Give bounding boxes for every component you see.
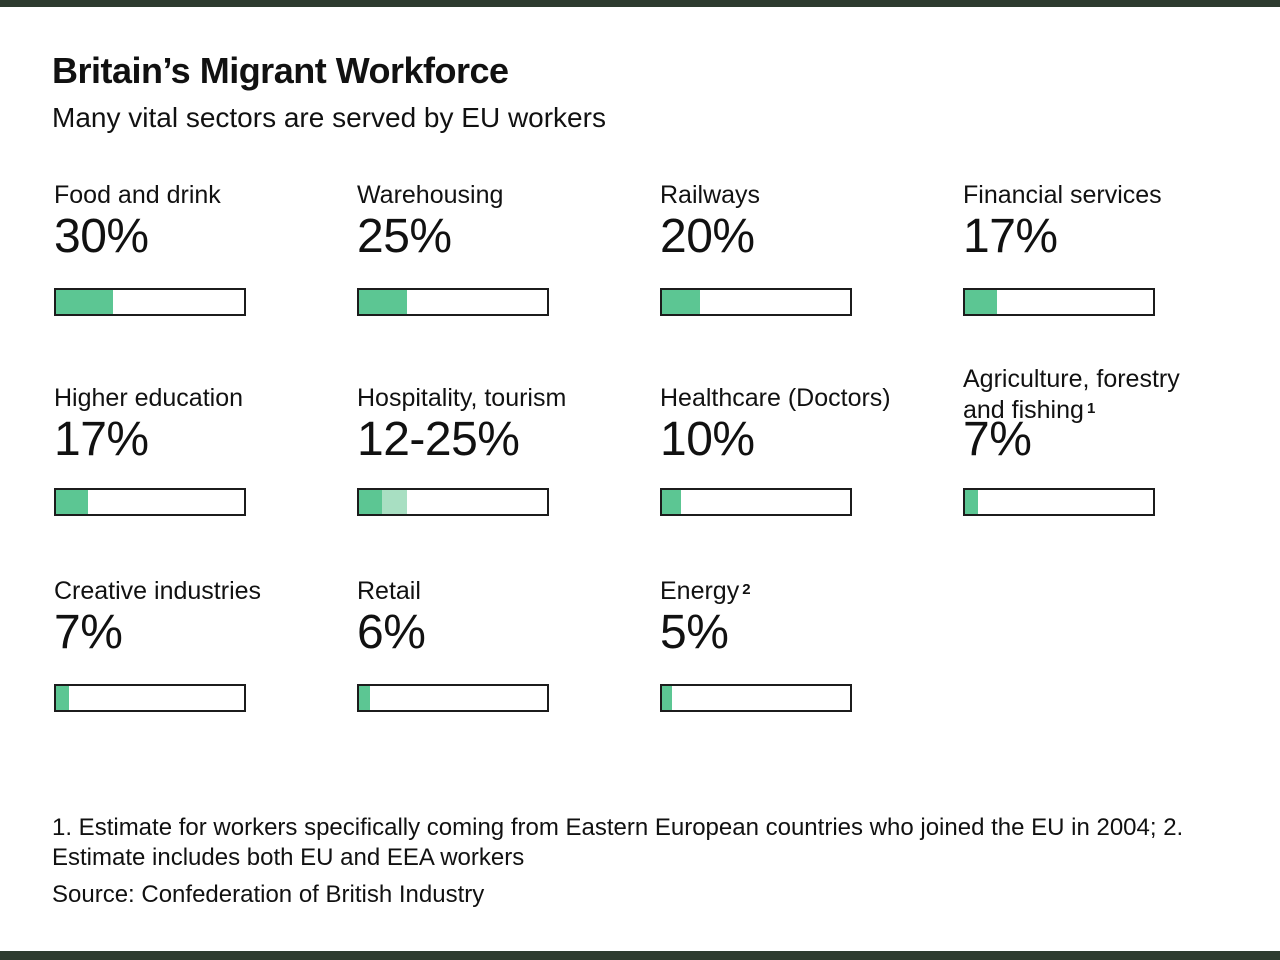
sector-label: Financial services <box>963 181 1162 209</box>
sector-label: Creative industries <box>54 577 262 605</box>
share-bar <box>660 488 852 516</box>
sector-value: 5% <box>660 606 729 659</box>
sector-value: 6% <box>357 606 426 659</box>
footnote-marker: 1 <box>1086 400 1096 417</box>
sector-label: Warehousing <box>357 181 504 209</box>
sector-label-line: and fishing 1 <box>963 396 1096 424</box>
share-bar <box>963 288 1155 316</box>
share-bar <box>963 488 1155 516</box>
share-bar-fill <box>662 490 681 514</box>
footnotes: 1. Estimate for workers specifically com… <box>52 814 1184 871</box>
share-bar-fill <box>56 686 69 710</box>
share-bar-fill <box>965 490 978 514</box>
sector-value: 17% <box>963 210 1058 263</box>
sector-label-line: Agriculture, forestry <box>963 365 1180 393</box>
share-bar-fill <box>965 290 997 314</box>
sector-label: Energy 2 <box>660 577 751 605</box>
share-bar-fill <box>662 290 700 314</box>
share-bar-fill <box>359 686 370 710</box>
sector-value: 12-25% <box>357 413 520 466</box>
sector-label: Food and drink <box>54 181 221 209</box>
chart-title: Britain’s Migrant Workforce <box>52 50 509 91</box>
share-bar <box>660 288 852 316</box>
sector-label: Railways <box>660 181 761 209</box>
share-bar <box>357 288 549 316</box>
share-bar <box>357 488 549 516</box>
sector-value: 25% <box>357 210 452 263</box>
share-bar-fill <box>56 290 113 314</box>
share-bar <box>54 684 246 712</box>
sector-label: Retail <box>357 577 421 605</box>
sector-value: 10% <box>660 413 755 466</box>
footnote-marker: 2 <box>742 581 751 598</box>
source-note: Source: Confederation of British Industr… <box>52 881 485 908</box>
sector-value: 30% <box>54 210 149 263</box>
sector-label: Agriculture, forestry and fishing 1 <box>963 364 1180 426</box>
share-bar-fill <box>359 490 382 514</box>
sector-value: 20% <box>660 210 755 263</box>
share-bar-fill <box>662 686 672 710</box>
share-bar <box>357 684 549 712</box>
top-rule <box>0 0 1280 7</box>
share-bar <box>54 288 246 316</box>
sector-label: Hospitality, tourism <box>357 384 567 412</box>
share-bar-fill <box>359 290 407 314</box>
sector-value: 7% <box>54 606 123 659</box>
sector-value: 17% <box>54 413 149 466</box>
sector-value: 7% <box>963 413 1032 466</box>
chart-subtitle: Many vital sectors are served by EU work… <box>52 102 606 133</box>
bottom-rule <box>0 951 1280 960</box>
sector-label: Healthcare (Doctors) <box>660 384 891 412</box>
share-bar <box>660 684 852 712</box>
share-bar <box>54 488 246 516</box>
sector-label: Higher education <box>54 384 244 412</box>
share-bar-fill <box>56 490 88 514</box>
